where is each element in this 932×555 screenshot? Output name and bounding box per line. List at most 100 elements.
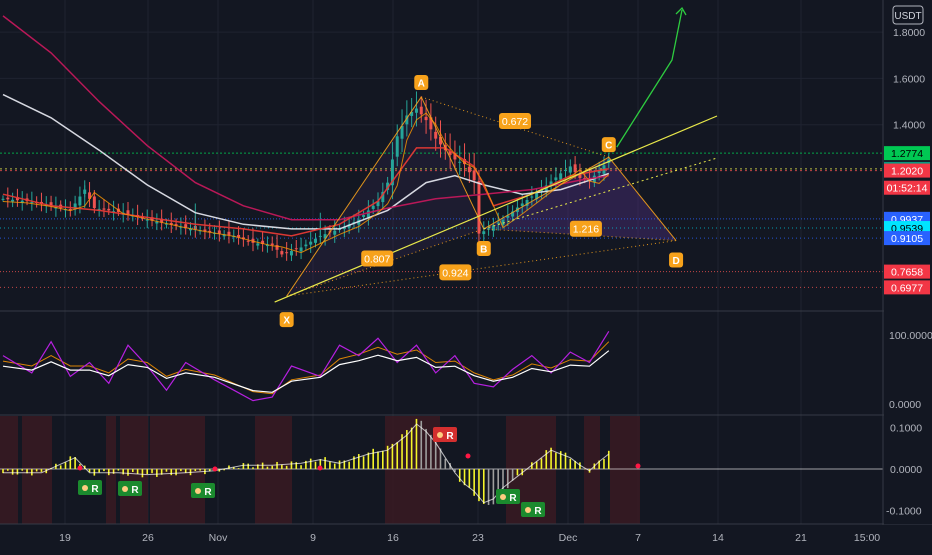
candle-body <box>169 222 173 225</box>
candle-body <box>386 182 390 190</box>
candle-body <box>265 244 269 247</box>
time-axis-label: 26 <box>142 532 154 544</box>
candle-body <box>573 164 577 173</box>
macd-background-band <box>120 416 148 524</box>
candle-body <box>376 201 380 207</box>
candle-body <box>1 198 5 200</box>
bull-icon <box>122 486 128 492</box>
macd-line <box>3 423 610 504</box>
candle-body <box>414 108 418 113</box>
pattern-point-label: D <box>672 256 679 267</box>
bull-icon <box>82 485 88 491</box>
candle-body <box>49 202 53 206</box>
candle-body <box>285 252 289 254</box>
pattern-ratio-badge <box>569 220 602 237</box>
bear-signal-badge <box>433 427 457 442</box>
price-tag-label: 01:52:14 <box>887 183 928 195</box>
candle-body <box>506 215 510 218</box>
oscillator-k-line <box>2 330 610 402</box>
candle-body <box>453 153 457 160</box>
time-axis-label: 23 <box>472 532 484 544</box>
candle-body <box>30 202 34 204</box>
bear-signal-label: R <box>446 431 454 442</box>
candle-body <box>511 211 515 217</box>
candle-body <box>549 181 553 186</box>
time-axis-label: 16 <box>387 532 399 544</box>
candle-body <box>73 203 77 210</box>
price-axis-label: 1.8000 <box>893 27 925 39</box>
time-axis-label: 21 <box>795 532 807 544</box>
candle-body <box>203 229 207 232</box>
candle-body <box>525 200 529 206</box>
candle-body <box>405 115 409 125</box>
candle-body <box>256 243 260 246</box>
candle-body <box>6 197 10 200</box>
time-axis-label: 19 <box>59 532 71 544</box>
macd-axis-label: -0.1000 <box>886 506 922 518</box>
candle-body <box>88 192 92 199</box>
moving-averages <box>2 15 610 254</box>
candle-body <box>429 117 433 130</box>
candle-body <box>530 196 534 198</box>
price-tag <box>884 264 930 279</box>
candle-body <box>102 208 106 210</box>
pattern-ratio-label: 0.672 <box>502 116 528 128</box>
candle-body <box>520 203 524 207</box>
pattern-ratio-label: 0.807 <box>364 254 390 266</box>
candle-body <box>261 240 265 244</box>
trendline-lower <box>483 157 718 230</box>
time-axis-label: 7 <box>635 532 641 544</box>
currency-button[interactable]: USDT <box>892 5 924 25</box>
candle-body <box>458 161 462 163</box>
candle-body <box>68 208 72 211</box>
candle-body <box>564 169 567 171</box>
candle-body <box>304 244 308 247</box>
macd-background-band <box>584 416 600 524</box>
candle-body <box>410 112 414 116</box>
candle-body <box>535 193 539 200</box>
candle-body <box>467 166 471 173</box>
pattern-leg <box>286 96 422 297</box>
bull-icon <box>195 488 201 494</box>
pattern-leg <box>483 156 610 230</box>
candle-body <box>439 136 442 145</box>
candle-body <box>145 219 149 221</box>
cross-dot <box>465 453 471 459</box>
candle-body <box>501 219 505 226</box>
pattern-ratio-badge <box>439 264 472 281</box>
bull-signal-label: R <box>131 485 139 496</box>
price-axis-label: 1.4000 <box>893 120 925 132</box>
candle-body <box>583 178 587 180</box>
candle-body <box>554 177 558 181</box>
candle-body <box>246 240 250 242</box>
macd-background-band <box>106 416 116 524</box>
time-axis-label: 15:00 <box>854 532 880 544</box>
ma-white-line <box>2 93 610 230</box>
time-axis-bg <box>0 525 932 550</box>
candle-body <box>270 243 274 246</box>
pattern-leg <box>608 156 677 241</box>
candle-body <box>342 226 346 230</box>
price-tag-label: 0.9105 <box>891 233 923 245</box>
candle-body <box>448 150 452 155</box>
pattern-ratio-badge <box>499 113 532 130</box>
pattern-ratio-badge <box>361 250 394 267</box>
price-tag <box>884 146 930 161</box>
time-axis-label: 14 <box>712 532 724 544</box>
price-tag-label: 1.2774 <box>891 148 923 160</box>
oscillator-axis-label: 100.0000 <box>889 330 932 342</box>
price-tag-label: 0.6977 <box>891 282 923 294</box>
candle-body <box>184 224 188 228</box>
trendline-upper <box>274 115 718 303</box>
candle-body <box>597 171 601 173</box>
pattern-ratio-label: 1.216 <box>573 224 599 236</box>
price-axis-label: 1.6000 <box>893 73 925 85</box>
pattern-shading <box>286 96 677 297</box>
candle-body <box>491 225 495 231</box>
candle-body <box>289 250 293 256</box>
candle-body <box>126 210 130 215</box>
candle-body <box>309 241 313 245</box>
oscillator-white-line <box>2 350 610 393</box>
